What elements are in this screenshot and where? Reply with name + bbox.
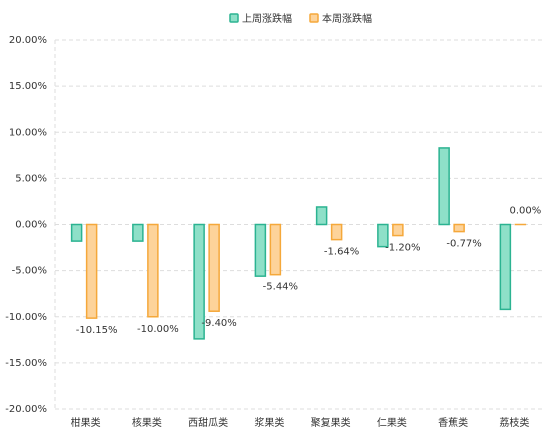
data-label: -10.00%	[137, 324, 179, 335]
data-label: -10.15%	[76, 325, 118, 336]
y-tick-label: 5.00%	[15, 173, 47, 184]
x-tick-label: 核果类	[132, 416, 162, 429]
bar	[208, 223, 220, 312]
y-tick-label: 0.00%	[15, 220, 47, 231]
x-tick-label: 荔枝类	[499, 416, 529, 429]
bar	[315, 206, 328, 226]
y-tick-label: 20.00%	[9, 35, 47, 46]
x-tick-label: 浆果类	[254, 416, 284, 429]
bar	[193, 223, 205, 340]
bar	[392, 223, 404, 237]
bar	[330, 223, 343, 241]
bar	[438, 147, 450, 226]
legend-swatch	[229, 13, 239, 23]
bar	[70, 223, 83, 242]
y-tick-label: 15.00%	[9, 81, 47, 92]
x-tick-label: 西甜瓜类	[188, 416, 228, 429]
bar	[254, 223, 267, 277]
data-label: -9.40%	[201, 318, 236, 329]
x-tick-label: 柑果类	[71, 416, 101, 429]
y-tick-label: -15.00%	[5, 358, 47, 369]
x-tick-label: 仁果类	[377, 416, 407, 429]
bar	[85, 223, 98, 319]
legend-label: 本周涨跌幅	[322, 12, 372, 25]
bar	[377, 223, 389, 248]
y-tick-label: -10.00%	[5, 312, 47, 323]
bar	[499, 223, 512, 311]
bar	[453, 223, 465, 233]
data-label: -5.44%	[263, 282, 298, 293]
x-tick-label: 聚复果类	[311, 416, 351, 429]
data-label: -1.20%	[385, 243, 420, 254]
x-tick-label: 香蕉类	[438, 416, 468, 429]
bar	[269, 223, 282, 276]
legend-swatch	[309, 13, 319, 23]
data-label: -1.64%	[324, 247, 359, 258]
data-label: -0.77%	[446, 239, 481, 250]
legend-label: 上周涨跌幅	[242, 12, 292, 25]
bar	[147, 223, 159, 318]
data-label: 0.00%	[509, 206, 541, 217]
y-tick-label: 10.00%	[9, 127, 47, 138]
y-tick-label: -5.00%	[12, 266, 47, 277]
bar	[132, 223, 144, 242]
y-tick-label: -20.00%	[5, 404, 47, 415]
